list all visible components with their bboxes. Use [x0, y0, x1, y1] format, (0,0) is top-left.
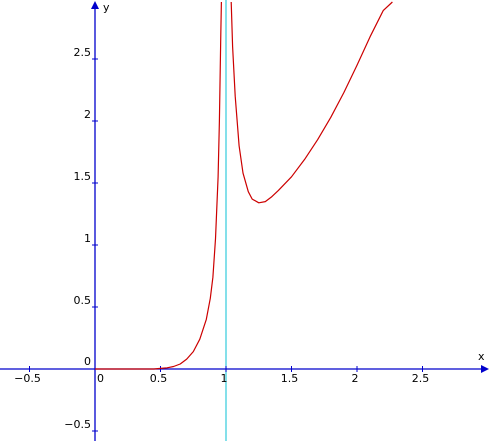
y-tick-label: 0.5 — [74, 294, 92, 307]
y-axis-label: y — [103, 1, 110, 14]
x-tick-label: −0.5 — [14, 372, 41, 385]
y-axis-arrow — [91, 1, 99, 9]
x-tick-label: 1 — [221, 372, 228, 385]
x-tick-label: 2 — [352, 372, 359, 385]
curve-branch-2 — [230, 1, 393, 204]
y-tick-label: 0 — [84, 355, 91, 368]
x-tick-label: 2.5 — [412, 372, 430, 385]
x-tick-label: 0.5 — [150, 372, 168, 385]
x-tick-label: 0 — [97, 372, 104, 385]
curve-branch-1 — [95, 1, 222, 370]
x-axis-arrow — [481, 365, 489, 373]
y-tick-label: −0.5 — [64, 418, 91, 431]
y-tick-label: 1.5 — [74, 170, 92, 183]
x-axis-label: x — [478, 350, 485, 363]
x-tick-label: 1.5 — [281, 372, 299, 385]
y-tick-label: 2.5 — [74, 46, 92, 59]
y-tick-label: 1 — [84, 232, 91, 245]
y-tick-label: 2 — [84, 108, 91, 121]
